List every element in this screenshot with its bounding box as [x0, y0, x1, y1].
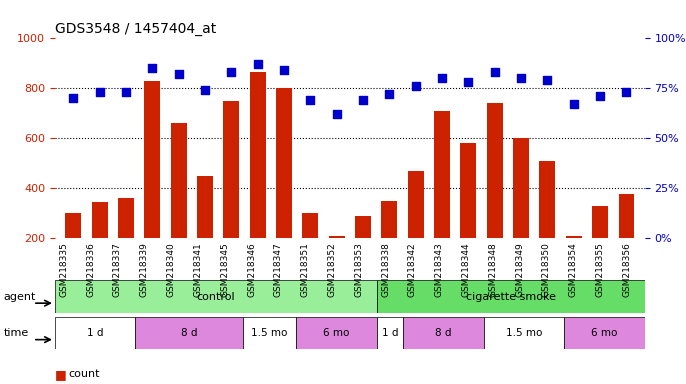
Text: GSM218352: GSM218352 [327, 242, 336, 297]
Text: GSM218351: GSM218351 [300, 242, 309, 297]
Text: ■: ■ [55, 383, 67, 384]
Text: cigarette smoke: cigarette smoke [466, 291, 556, 302]
Text: GSM218356: GSM218356 [622, 242, 631, 297]
Text: agent: agent [3, 291, 36, 302]
Text: GSM218350: GSM218350 [542, 242, 551, 297]
Text: ■: ■ [55, 368, 67, 381]
Bar [355, 216, 371, 238]
Bar [539, 161, 555, 238]
Bar [65, 213, 81, 238]
Text: GSM218349: GSM218349 [515, 242, 524, 297]
Point [331, 111, 342, 118]
Text: 6 mo: 6 mo [591, 328, 618, 338]
Text: GSM218341: GSM218341 [193, 242, 202, 297]
Point [463, 79, 474, 85]
Point [147, 65, 158, 71]
FancyBboxPatch shape [565, 317, 645, 349]
Bar [276, 88, 292, 238]
Text: time: time [3, 328, 29, 338]
Text: GSM218347: GSM218347 [274, 242, 283, 297]
Bar [381, 200, 397, 238]
Text: GSM218354: GSM218354 [569, 242, 578, 297]
Point [357, 97, 368, 103]
Bar [460, 143, 476, 238]
Text: GSM218344: GSM218344 [462, 242, 471, 296]
Text: GSM218343: GSM218343 [435, 242, 444, 297]
FancyBboxPatch shape [296, 317, 377, 349]
Bar [566, 235, 582, 238]
FancyBboxPatch shape [243, 317, 296, 349]
Text: 1.5 mo: 1.5 mo [251, 328, 287, 338]
Point [226, 69, 237, 75]
Text: 8 d: 8 d [180, 328, 197, 338]
Text: 1 d: 1 d [87, 328, 104, 338]
Bar [118, 198, 134, 238]
Text: GSM218355: GSM218355 [595, 242, 604, 297]
FancyBboxPatch shape [377, 280, 645, 313]
Text: control: control [196, 291, 235, 302]
Text: GSM218340: GSM218340 [167, 242, 176, 297]
Point [173, 71, 184, 78]
Bar [303, 213, 318, 238]
Point [305, 97, 316, 103]
Bar [619, 194, 635, 238]
Bar [145, 81, 161, 238]
Bar [407, 170, 424, 238]
Bar [434, 111, 450, 238]
Text: GSM218346: GSM218346 [247, 242, 256, 297]
Bar [592, 206, 608, 238]
Text: GSM218336: GSM218336 [86, 242, 95, 297]
Text: GSM218345: GSM218345 [220, 242, 229, 297]
Bar [487, 103, 503, 238]
FancyBboxPatch shape [55, 280, 377, 313]
Text: GSM218338: GSM218338 [381, 242, 390, 297]
Bar [329, 235, 344, 238]
Point [94, 89, 105, 95]
Point [410, 83, 421, 89]
Text: 8 d: 8 d [436, 328, 452, 338]
Text: GDS3548 / 1457404_at: GDS3548 / 1457404_at [55, 22, 216, 36]
Point [436, 75, 447, 81]
Text: GSM218353: GSM218353 [354, 242, 364, 297]
Text: GSM218348: GSM218348 [488, 242, 497, 297]
Bar [92, 202, 108, 238]
Bar [171, 123, 187, 238]
Point [621, 89, 632, 95]
Point [68, 95, 79, 101]
Point [279, 67, 289, 73]
FancyBboxPatch shape [403, 317, 484, 349]
Point [121, 89, 132, 95]
Point [516, 75, 527, 81]
Point [595, 93, 606, 99]
Text: count: count [69, 369, 100, 379]
FancyBboxPatch shape [55, 317, 135, 349]
Point [384, 91, 395, 98]
Bar [250, 72, 265, 238]
Text: 1.5 mo: 1.5 mo [506, 328, 543, 338]
Bar [513, 138, 529, 238]
Text: 1 d: 1 d [382, 328, 399, 338]
Point [489, 69, 500, 75]
Point [200, 87, 211, 93]
Bar [197, 176, 213, 238]
Bar [224, 101, 239, 238]
Text: GSM218342: GSM218342 [408, 242, 417, 296]
Text: GSM218337: GSM218337 [113, 242, 122, 297]
FancyBboxPatch shape [135, 317, 243, 349]
FancyBboxPatch shape [484, 317, 565, 349]
Text: GSM218335: GSM218335 [59, 242, 69, 297]
Point [252, 61, 263, 68]
Text: 6 mo: 6 mo [323, 328, 350, 338]
Text: GSM218339: GSM218339 [140, 242, 149, 297]
Point [568, 101, 579, 108]
Point [542, 77, 553, 83]
FancyBboxPatch shape [377, 317, 403, 349]
